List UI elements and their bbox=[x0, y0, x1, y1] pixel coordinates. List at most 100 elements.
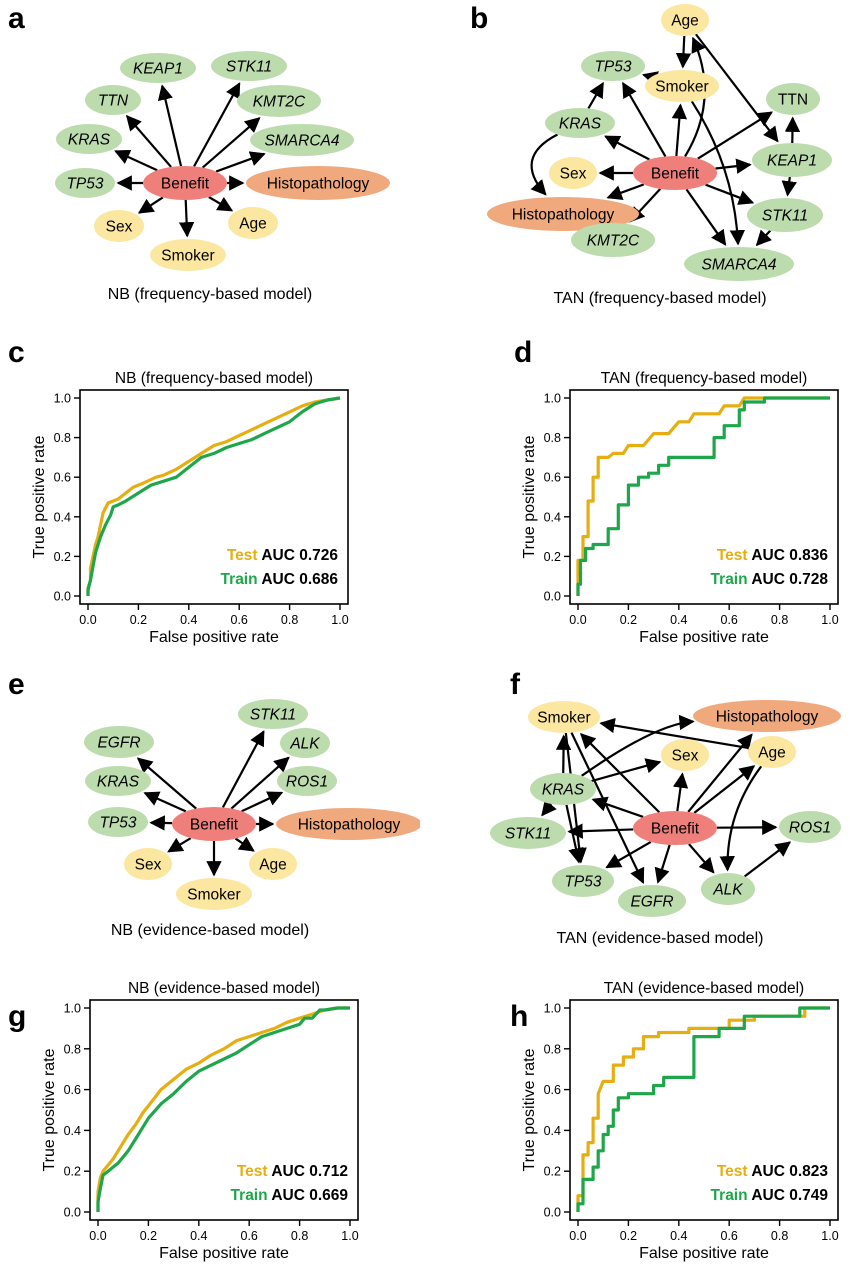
network-nodes: Benefit KEAP1 STK11 TTN KMT2C KRAS SMARCA4 TP53… bbox=[55, 51, 390, 271]
edge-benefit-keap1 bbox=[157, 84, 183, 167]
node-smoker: Smoker bbox=[150, 239, 226, 271]
node-kmt2c: KMT2C bbox=[237, 85, 321, 117]
network-panel-a: Benefit KEAP1 STK11 TTN KMT2C KRAS SMARCA4 TP53… bbox=[55, 51, 390, 271]
node-label: Sex bbox=[672, 748, 699, 765]
node-label: Smoker bbox=[187, 887, 240, 904]
node-stk11: STK11 bbox=[211, 51, 287, 81]
node-ellipse bbox=[487, 197, 639, 231]
x-tick-label: 0.2 bbox=[620, 1229, 637, 1243]
y-axis-label: True positive rate bbox=[31, 435, 48, 558]
x-tick-label: 0.0 bbox=[569, 613, 586, 627]
y-tick-label: 0.4 bbox=[544, 510, 561, 524]
y-tick-label: 0.8 bbox=[64, 1042, 81, 1056]
y-tick-label: 0.0 bbox=[64, 1206, 81, 1220]
edge-benefit-stk11 bbox=[221, 730, 265, 808]
y-tick-label: 0.8 bbox=[54, 431, 71, 445]
edge-keap1-stk11 bbox=[781, 176, 797, 197]
roc-curve-train bbox=[96, 1006, 350, 1212]
node-label: STK11 bbox=[762, 208, 808, 225]
y-tick-label: 0.4 bbox=[54, 510, 71, 524]
y-tick-label: 1.0 bbox=[64, 1002, 81, 1016]
legend-entry-train: Train AUC 0.728 bbox=[711, 571, 829, 588]
node-label: Age bbox=[758, 745, 786, 762]
node-ellipse bbox=[618, 885, 686, 917]
panel-label-e: e bbox=[8, 668, 25, 701]
node-label: ALK bbox=[712, 882, 743, 899]
node-tp53: TP53 bbox=[55, 168, 115, 198]
network-edges bbox=[530, 33, 801, 247]
node-label: SMARCA4 bbox=[265, 133, 340, 150]
node-label: ROS1 bbox=[286, 774, 328, 791]
network-nodes: Age TP53 Smoker TTN KRAS Sex Benefit KEAP1 Histo… bbox=[487, 4, 832, 281]
node-ellipse bbox=[528, 701, 600, 733]
node-label: STK11 bbox=[250, 707, 296, 724]
node-ellipse bbox=[276, 808, 420, 840]
node-ellipse bbox=[84, 726, 154, 758]
node-smarca4: SMARCA4 bbox=[684, 247, 794, 281]
node-ellipse bbox=[143, 166, 227, 200]
node-label: KMT2C bbox=[587, 233, 640, 250]
node-label: TTN bbox=[778, 92, 808, 109]
node-label: SMARCA4 bbox=[702, 257, 777, 274]
node-ellipse bbox=[120, 53, 196, 83]
node-ellipse bbox=[571, 223, 655, 257]
node-histo: Histopathology bbox=[246, 166, 390, 200]
edge-alk-ros1 bbox=[743, 841, 792, 878]
plot-frame bbox=[569, 999, 839, 1221]
edge-benefit-keap1 bbox=[715, 158, 752, 174]
node-alk: ALK bbox=[280, 728, 330, 758]
chart-title: TAN (evidence-based model) bbox=[604, 980, 804, 997]
node-ellipse bbox=[85, 766, 151, 796]
legend-auc: AUC 0.669 bbox=[268, 1187, 349, 1204]
node-label: TP53 bbox=[99, 815, 136, 832]
plot-frame bbox=[569, 389, 839, 605]
edge-benefit-smoker bbox=[671, 103, 688, 157]
roc-curve-test bbox=[86, 396, 341, 596]
edge-benefit-sex bbox=[137, 196, 164, 214]
x-axis-label: False positive rate bbox=[639, 1245, 769, 1262]
node-ellipse bbox=[747, 198, 823, 232]
roc-curve-test bbox=[576, 396, 830, 596]
roc-curve-train bbox=[86, 396, 341, 596]
y-tick-label: 0.6 bbox=[64, 1083, 81, 1097]
node-ellipse bbox=[228, 207, 278, 239]
node-ellipse bbox=[545, 108, 615, 138]
edge-benefit-ttn bbox=[697, 111, 773, 160]
node-label: Smoker bbox=[655, 79, 708, 96]
roc-curve-train bbox=[576, 396, 830, 596]
node-age: Age bbox=[249, 848, 297, 880]
legend-auc: AUC 0.726 bbox=[258, 547, 339, 564]
node-histo: Histopathology bbox=[693, 700, 841, 732]
edge-benefit-histo bbox=[606, 183, 645, 201]
y-tick-label: 0.2 bbox=[544, 550, 561, 564]
edge-smoker-tp53 bbox=[642, 71, 659, 87]
node-ellipse bbox=[581, 51, 645, 81]
edge-benefit-age bbox=[234, 836, 255, 852]
chart-title: TAN (frequency-based model) bbox=[601, 370, 807, 387]
edge-benefit-kmt2c bbox=[201, 117, 261, 169]
edge-age-smoker bbox=[675, 35, 692, 69]
edge-benefit-kras bbox=[604, 135, 650, 161]
node-kras: KRAS bbox=[56, 124, 122, 154]
legend-series-name: Train bbox=[711, 571, 748, 588]
node-smarca4: SMARCA4 bbox=[250, 124, 354, 156]
x-tick-label: 0.6 bbox=[231, 613, 248, 627]
node-keap1: KEAP1 bbox=[120, 53, 196, 83]
legend-series-name: Test bbox=[227, 547, 258, 564]
edge-stk11-smarca4 bbox=[755, 229, 772, 247]
legend-series-name: Train bbox=[221, 571, 258, 588]
y-tick-label: 0.6 bbox=[544, 471, 561, 485]
node-label: TP53 bbox=[66, 176, 103, 193]
panel-label-b: b bbox=[470, 2, 489, 35]
y-tick-label: 0.4 bbox=[64, 1124, 81, 1138]
node-ellipse bbox=[661, 4, 709, 36]
panel-label-a: a bbox=[8, 2, 25, 35]
roc-curve-test bbox=[576, 1006, 830, 1212]
edge-benefit-age bbox=[693, 765, 756, 814]
x-tick-label: 0.0 bbox=[569, 1229, 586, 1243]
node-ellipse bbox=[661, 739, 709, 771]
node-kras: KRAS bbox=[85, 766, 151, 796]
edge-benefit-ttn bbox=[125, 114, 172, 168]
node-alk: ALK bbox=[701, 873, 755, 905]
node-ellipse bbox=[490, 817, 566, 849]
